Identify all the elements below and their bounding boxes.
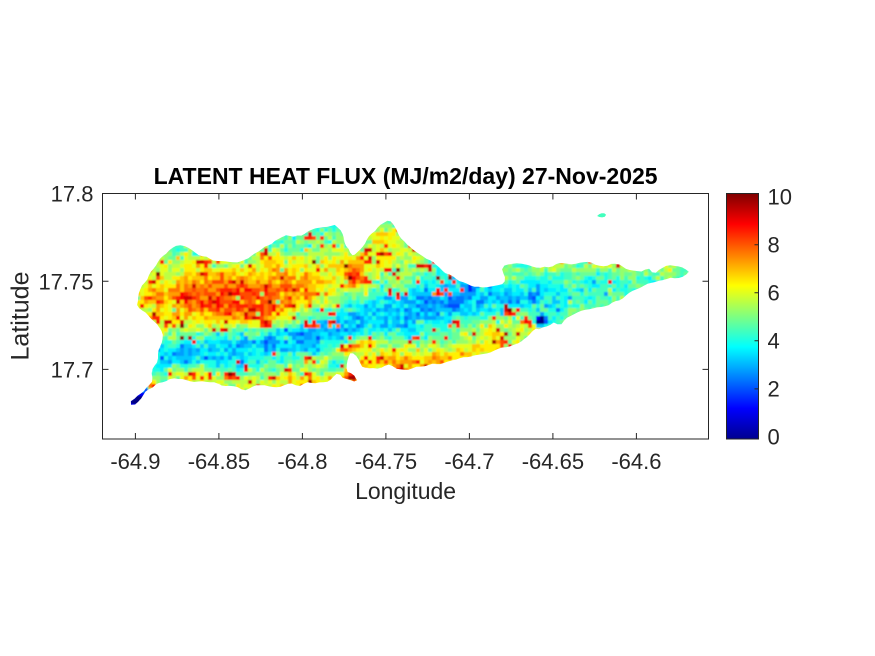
- svg-text:-64.6: -64.6: [611, 449, 661, 474]
- svg-text:17.8: 17.8: [51, 181, 94, 206]
- svg-text:-64.65: -64.65: [522, 449, 584, 474]
- svg-text:4: 4: [768, 328, 780, 353]
- svg-text:-64.7: -64.7: [444, 449, 494, 474]
- svg-text:6: 6: [768, 280, 780, 305]
- svg-text:-64.75: -64.75: [355, 449, 417, 474]
- svg-text:-64.9: -64.9: [110, 449, 160, 474]
- svg-text:Latitude: Latitude: [7, 272, 35, 361]
- svg-text:0: 0: [768, 425, 780, 450]
- svg-text:17.75: 17.75: [38, 270, 93, 295]
- svg-text:10: 10: [768, 184, 792, 209]
- svg-text:2: 2: [768, 377, 780, 402]
- svg-text:-64.85: -64.85: [188, 449, 250, 474]
- svg-text:8: 8: [768, 232, 780, 257]
- svg-text:17.7: 17.7: [51, 358, 94, 383]
- svg-text:-64.8: -64.8: [277, 449, 327, 474]
- svg-text:LATENT HEAT FLUX (MJ/m2/day) 2: LATENT HEAT FLUX (MJ/m2/day) 27-Nov-2025: [154, 163, 658, 189]
- svg-text:Longitude: Longitude: [355, 478, 456, 504]
